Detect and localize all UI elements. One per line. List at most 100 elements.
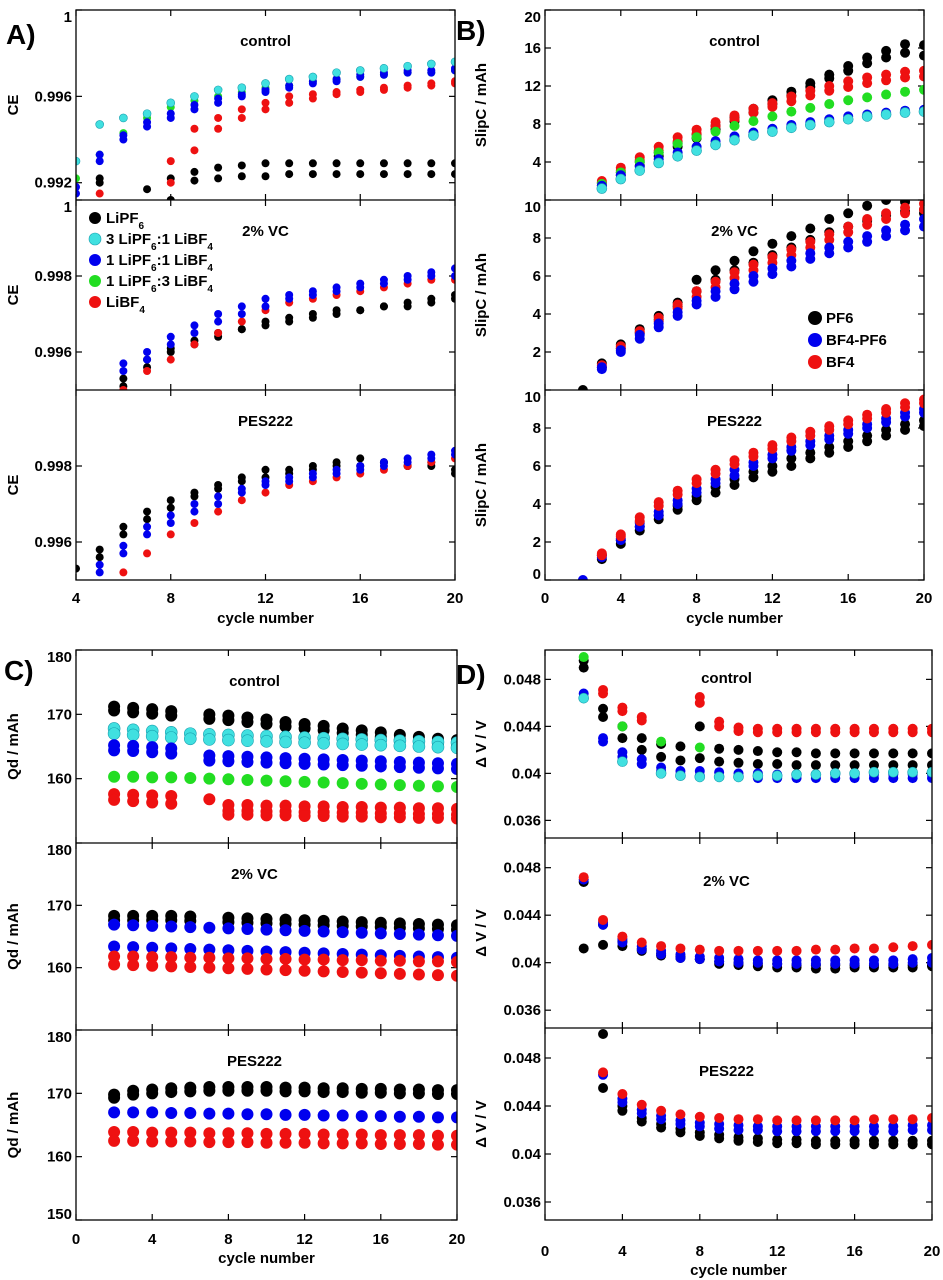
- y-tick-label: 8: [533, 116, 541, 133]
- data-point: [190, 124, 199, 133]
- y-tick-label: 2: [533, 344, 541, 361]
- subplot-control: 4 8 12 16 20 SlipC / mAh control: [473, 9, 925, 200]
- data-point: [213, 85, 223, 95]
- data-point: [308, 473, 317, 482]
- y-tick-label: 170: [47, 897, 72, 914]
- data-point: [752, 1137, 763, 1147]
- data-point: [596, 550, 607, 561]
- data-point: [862, 413, 873, 424]
- data-point: [403, 458, 412, 467]
- data-point: [119, 367, 128, 375]
- subplot-2-vc: 160 170 180 Qd / mAh 2% VC: [5, 842, 458, 1030]
- axes-frame: [75, 9, 456, 581]
- data-point: [393, 1110, 406, 1123]
- data-point: [184, 732, 197, 746]
- data-point: [336, 737, 350, 751]
- data-point: [166, 113, 175, 122]
- data-point: [431, 1087, 444, 1100]
- data-point: [285, 83, 294, 92]
- data-point: [748, 107, 759, 118]
- legend-entry: 1 LiPF6:1 LiBF4: [106, 252, 213, 274]
- data-point: [824, 434, 835, 445]
- data-point: [127, 745, 140, 758]
- data-point: [279, 809, 292, 822]
- data-point: [284, 74, 294, 84]
- data-point: [830, 1139, 841, 1150]
- data-point: [451, 929, 457, 942]
- data-point: [451, 781, 457, 794]
- data-point: [451, 170, 455, 179]
- data-point: [843, 65, 854, 76]
- data-point: [146, 796, 159, 809]
- data-point: [919, 221, 924, 232]
- data-point: [127, 959, 140, 972]
- data-point: [881, 52, 892, 63]
- data-point: [791, 1115, 802, 1126]
- data-point: [308, 313, 317, 322]
- data-point: [598, 1083, 609, 1093]
- data-point: [214, 500, 223, 508]
- data-point: [237, 310, 246, 318]
- data-point: [127, 706, 140, 719]
- data-point: [119, 386, 128, 390]
- data-point: [108, 958, 121, 971]
- data-point: [656, 751, 667, 762]
- data-point: [298, 1127, 311, 1140]
- data-point: [615, 173, 627, 185]
- x-tick-label: 8: [167, 590, 175, 607]
- data-point: [214, 163, 223, 172]
- data-point: [222, 714, 235, 727]
- data-point: [241, 1108, 254, 1121]
- data-point: [336, 810, 349, 823]
- data-point: [772, 727, 783, 738]
- data-point: [578, 872, 589, 883]
- data-point: [927, 727, 932, 738]
- data-point: [615, 347, 626, 357]
- data-point: [752, 727, 763, 738]
- data-point: [843, 428, 854, 439]
- data-point: [634, 333, 645, 344]
- data-point: [810, 727, 821, 738]
- data-point: [888, 1126, 899, 1137]
- data-point: [598, 703, 609, 714]
- data-point: [598, 736, 609, 747]
- data-point: [919, 407, 924, 418]
- data-point: [356, 72, 365, 81]
- data-point: [308, 159, 317, 168]
- data-point: [222, 962, 235, 975]
- data-point: [824, 214, 835, 224]
- data-point: [166, 196, 175, 200]
- data-point: [767, 461, 778, 471]
- y-tick-label: 8: [533, 230, 541, 247]
- y-tick-label: 0.04: [512, 955, 542, 972]
- data-point: [427, 159, 436, 168]
- data-point: [241, 808, 254, 821]
- data-point: [653, 322, 664, 333]
- data-point: [824, 248, 835, 259]
- data-point: [308, 291, 317, 299]
- data-point: [675, 943, 686, 954]
- data-point: [868, 748, 879, 759]
- data-point: [713, 771, 725, 783]
- data-point: [146, 746, 159, 759]
- data-point: [849, 748, 860, 759]
- data-point: [237, 317, 246, 326]
- data-point: [190, 340, 199, 349]
- data-point: [810, 748, 821, 759]
- data-point: [76, 156, 81, 166]
- data-point: [145, 729, 159, 743]
- data-point: [203, 921, 216, 934]
- data-point: [317, 776, 330, 789]
- data-point: [261, 98, 270, 107]
- data-point: [166, 340, 175, 349]
- subplot-title: PES222: [699, 1063, 754, 1080]
- data-point: [830, 944, 841, 955]
- data-point: [317, 736, 330, 750]
- data-point: [675, 952, 686, 963]
- data-point: [165, 1086, 178, 1099]
- data-point: [355, 810, 368, 823]
- data-point: [907, 957, 918, 968]
- data-point: [451, 469, 455, 478]
